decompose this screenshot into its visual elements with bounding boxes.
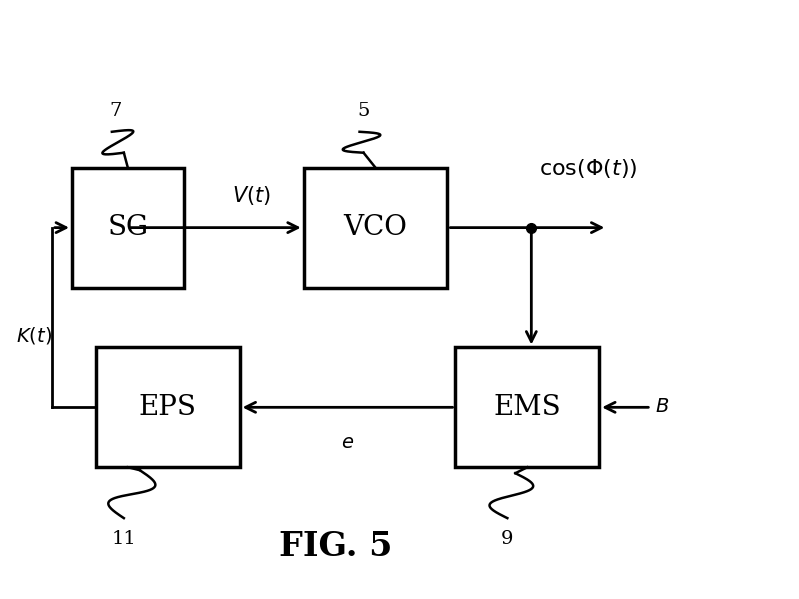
Text: 9: 9 bbox=[501, 530, 514, 548]
Text: $V(t)$: $V(t)$ bbox=[233, 184, 271, 207]
Bar bbox=[72, 168, 184, 288]
Text: FIG. 5: FIG. 5 bbox=[279, 530, 392, 563]
Text: EPS: EPS bbox=[139, 394, 197, 421]
Text: $B$: $B$ bbox=[655, 398, 670, 416]
Text: VCO: VCO bbox=[344, 214, 407, 241]
Text: 11: 11 bbox=[112, 530, 136, 548]
Bar bbox=[455, 347, 599, 467]
Text: EMS: EMS bbox=[494, 394, 561, 421]
Bar bbox=[304, 168, 447, 288]
Text: SG: SG bbox=[107, 214, 149, 241]
Text: 7: 7 bbox=[109, 102, 122, 120]
Text: $e$: $e$ bbox=[341, 434, 354, 452]
Text: $K(t)$: $K(t)$ bbox=[16, 325, 52, 346]
Text: $\cos(\Phi(t))$: $\cos(\Phi(t))$ bbox=[539, 157, 638, 180]
Bar bbox=[96, 347, 240, 467]
Text: 5: 5 bbox=[357, 102, 370, 120]
